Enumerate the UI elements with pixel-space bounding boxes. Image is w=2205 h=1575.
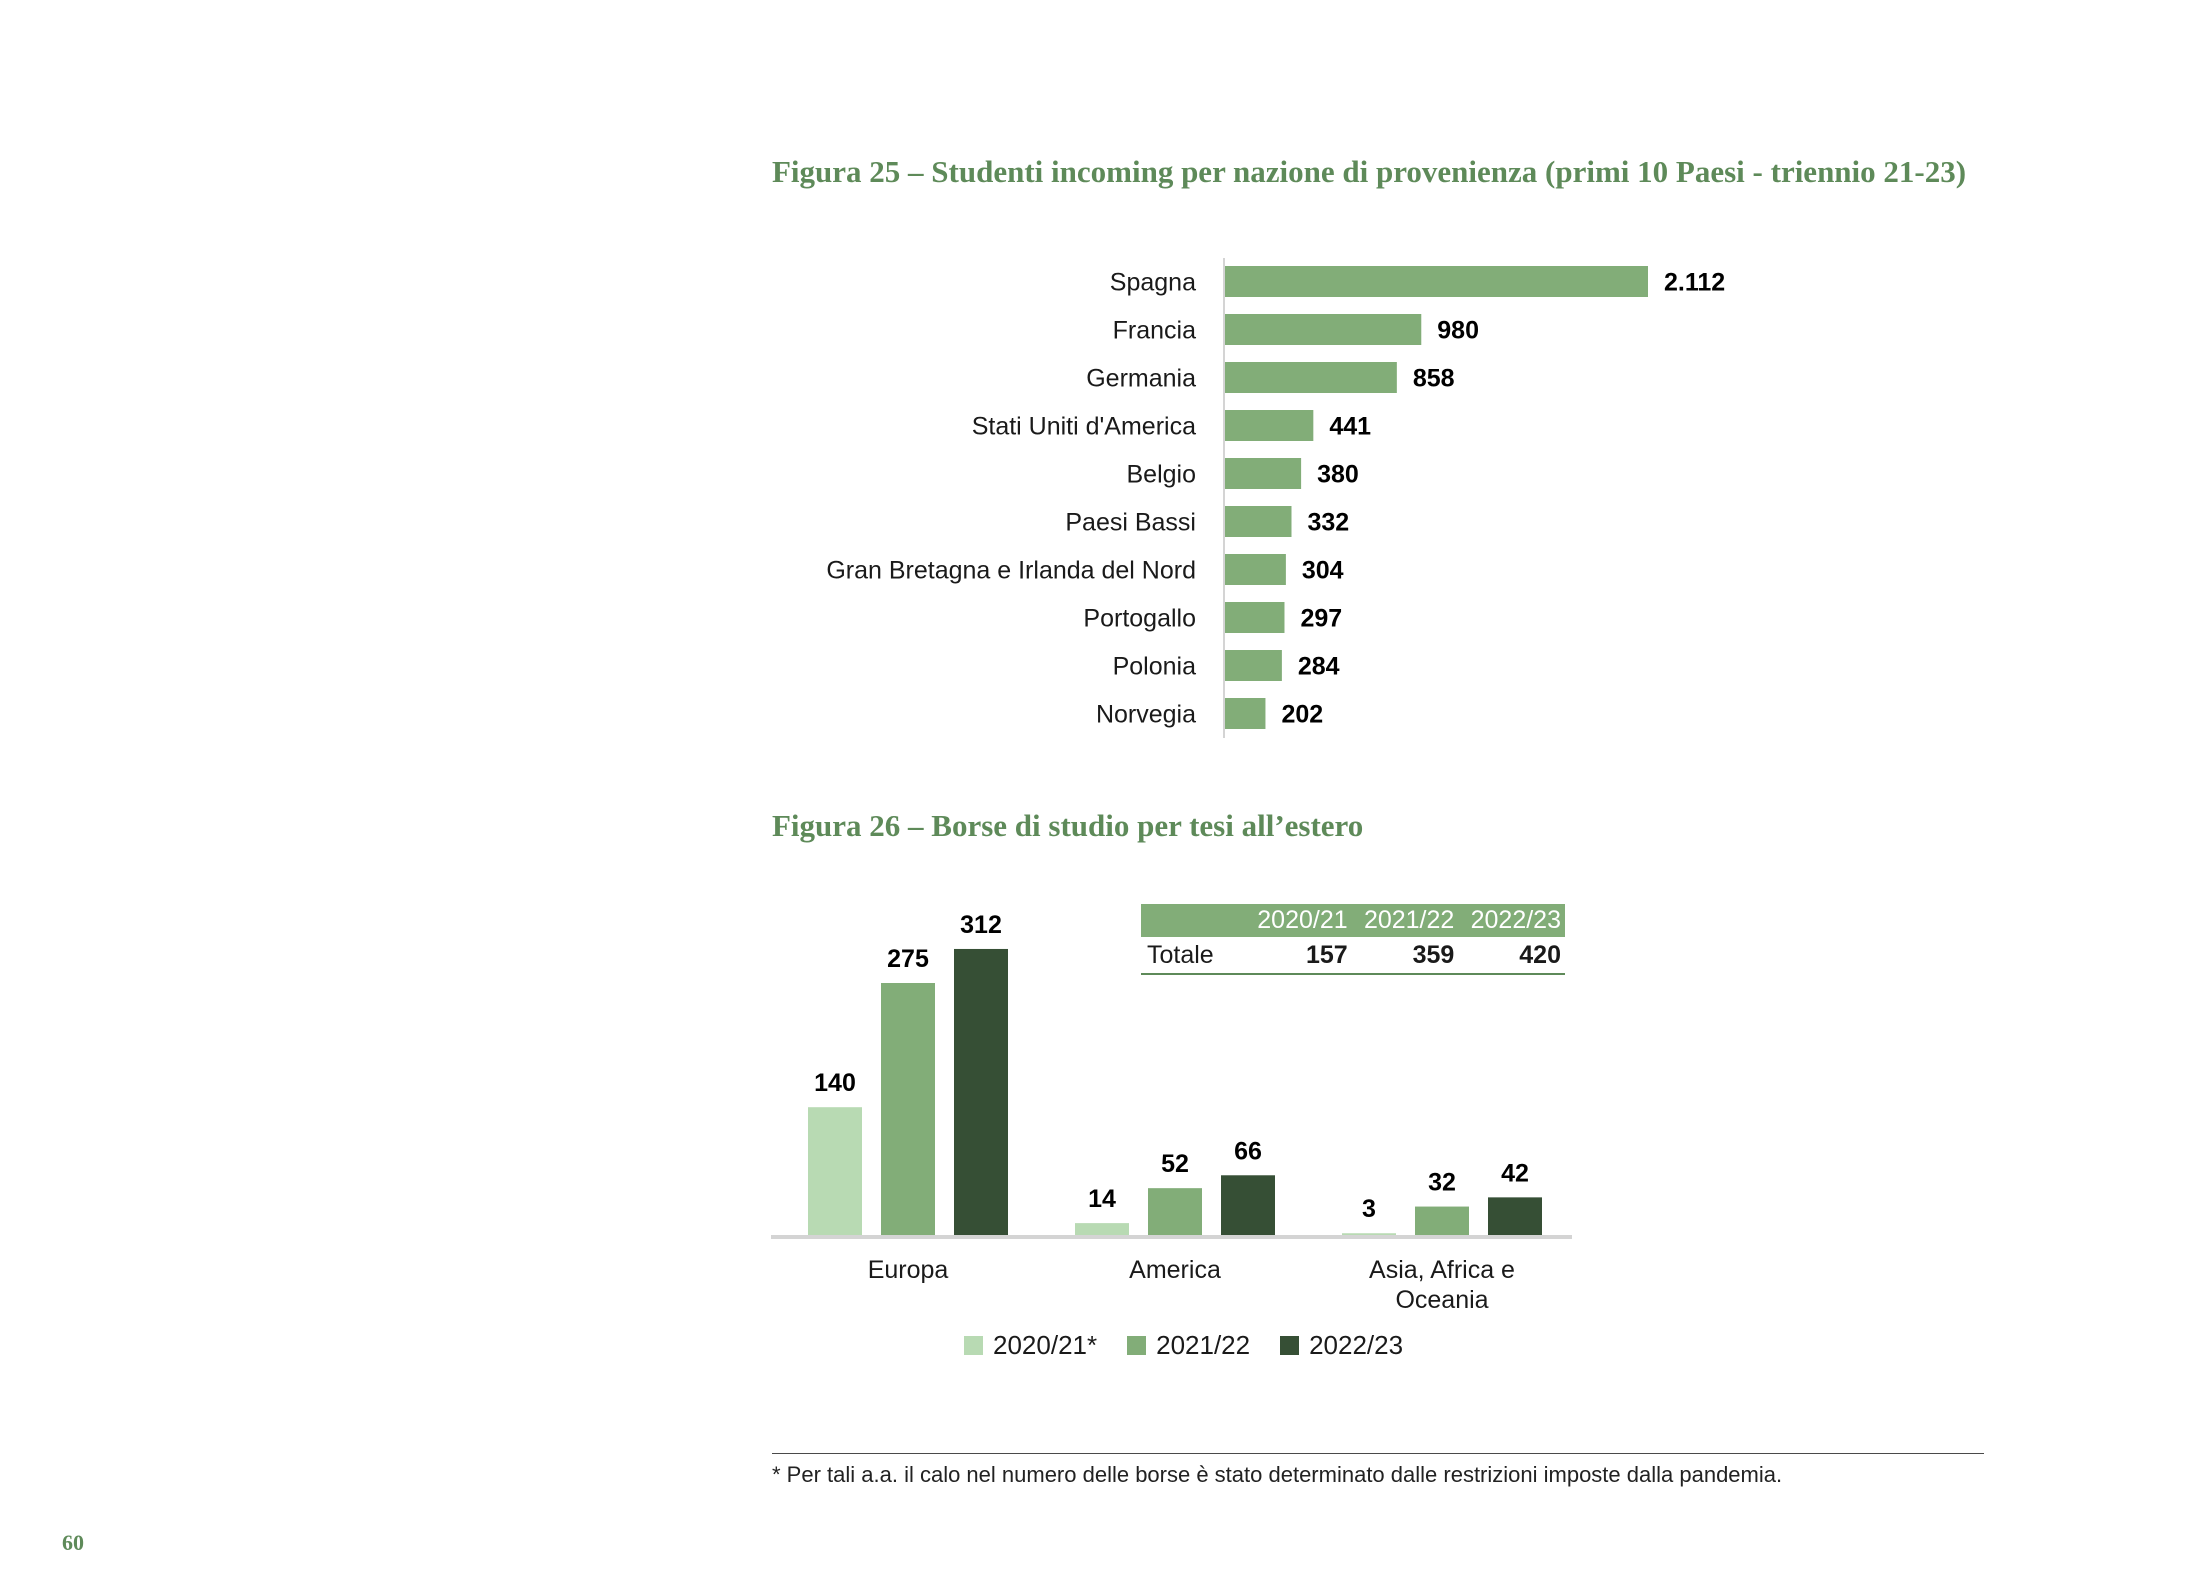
category-label: Spagna [1110, 269, 1196, 297]
category-label: Belgio [1127, 461, 1197, 489]
totals-value-2020-21: 157 [1245, 937, 1352, 975]
bar [1148, 1188, 1202, 1236]
totals-table: 2020/21 2021/22 2022/23 Totale 157 359 4… [1141, 904, 1565, 975]
bar [1225, 410, 1314, 441]
legend-item-2022-23: 2022/23 [1280, 1330, 1403, 1361]
data-label: 284 [1298, 653, 1340, 681]
legend-label-2022-23: 2022/23 [1309, 1330, 1404, 1360]
bar [1342, 1233, 1396, 1236]
data-label: 332 [1307, 509, 1349, 537]
data-label: 3 [1362, 1195, 1376, 1223]
category-label: Norvegia [1096, 701, 1196, 729]
category-label: Germania [1086, 365, 1196, 393]
data-label: 42 [1501, 1159, 1529, 1187]
data-label: 304 [1302, 557, 1344, 585]
totals-header-blank [1141, 904, 1245, 937]
bar [808, 1107, 862, 1236]
data-label: 441 [1329, 413, 1371, 441]
data-label: 297 [1300, 605, 1342, 633]
bar [1225, 266, 1648, 297]
bar [1075, 1223, 1129, 1236]
page-number: 60 [62, 1530, 84, 1555]
bar [1225, 458, 1302, 489]
legend-swatch-2021-22 [1127, 1336, 1147, 1355]
category-label: Gran Bretagna e Irlanda del Nord [826, 557, 1196, 585]
data-label: 66 [1234, 1137, 1262, 1165]
bar [1488, 1197, 1542, 1236]
legend-swatch-2022-23 [1280, 1336, 1300, 1355]
category-label: Portogallo [1083, 605, 1196, 633]
category-label: Francia [1113, 317, 1196, 345]
figure-26-title: Figura 26 – Borse di studio per tesi all… [772, 808, 1364, 843]
data-label: 202 [1281, 701, 1323, 729]
totals-header-2020-21: 2020/21 [1245, 904, 1352, 937]
bar [881, 983, 935, 1236]
bar [954, 948, 1008, 1236]
totals-header-2022-23: 2022/23 [1458, 904, 1565, 937]
data-label: 312 [960, 911, 1002, 939]
data-label: 52 [1161, 1150, 1189, 1178]
figure-25-title: Figura 25 – Studenti incoming per nazion… [772, 154, 1967, 189]
totals-header-row: 2020/21 2021/22 2022/23 [1141, 904, 1565, 937]
category-label: America [1129, 1256, 1221, 1284]
bar [1225, 506, 1292, 537]
totals-value-2021-22: 359 [1351, 937, 1459, 975]
data-label: 275 [887, 945, 929, 973]
bar [1221, 1175, 1275, 1236]
bar [1225, 698, 1266, 729]
data-label: 980 [1437, 317, 1479, 345]
category-label: Asia, Africa e Oceania [1369, 1256, 1515, 1314]
bar [1225, 602, 1285, 633]
bar [1225, 554, 1286, 585]
data-label: 32 [1428, 1169, 1456, 1197]
totals-header-2021-22: 2021/22 [1351, 904, 1459, 937]
category-label: Polonia [1113, 653, 1196, 681]
category-label-line: Oceania [1395, 1286, 1488, 1314]
bar [1225, 362, 1397, 393]
category-label: Europa [868, 1256, 949, 1284]
totals-value-2022-23: 420 [1458, 937, 1565, 975]
data-label: 14 [1088, 1185, 1116, 1213]
chart-legend: 2020/21* 2021/22 2022/23 [964, 1330, 1403, 1361]
totals-row-label: Totale [1141, 937, 1245, 975]
data-label: 858 [1413, 365, 1455, 393]
bar [1415, 1206, 1469, 1236]
data-label: 140 [814, 1069, 856, 1097]
bar [1225, 650, 1282, 681]
legend-item-2020-21: 2020/21* [964, 1330, 1097, 1361]
category-label-line: Asia, Africa e [1369, 1256, 1515, 1284]
bar [1225, 314, 1422, 345]
legend-item-2021-22: 2021/22 [1127, 1330, 1250, 1361]
footnote-divider [772, 1453, 1984, 1454]
legend-label-2020-21: 2020/21* [993, 1330, 1098, 1360]
footnote: * Per tali a.a. il calo nel numero delle… [772, 1462, 1783, 1487]
category-label: Paesi Bassi [1065, 509, 1196, 537]
totals-row: Totale 157 359 420 [1141, 937, 1565, 975]
legend-swatch-2020-21 [964, 1336, 983, 1355]
category-label: Stati Uniti d'America [972, 413, 1196, 441]
data-label: 380 [1317, 461, 1359, 489]
legend-label-2021-22: 2021/22 [1156, 1330, 1251, 1360]
data-label: 2.112 [1664, 269, 1725, 297]
